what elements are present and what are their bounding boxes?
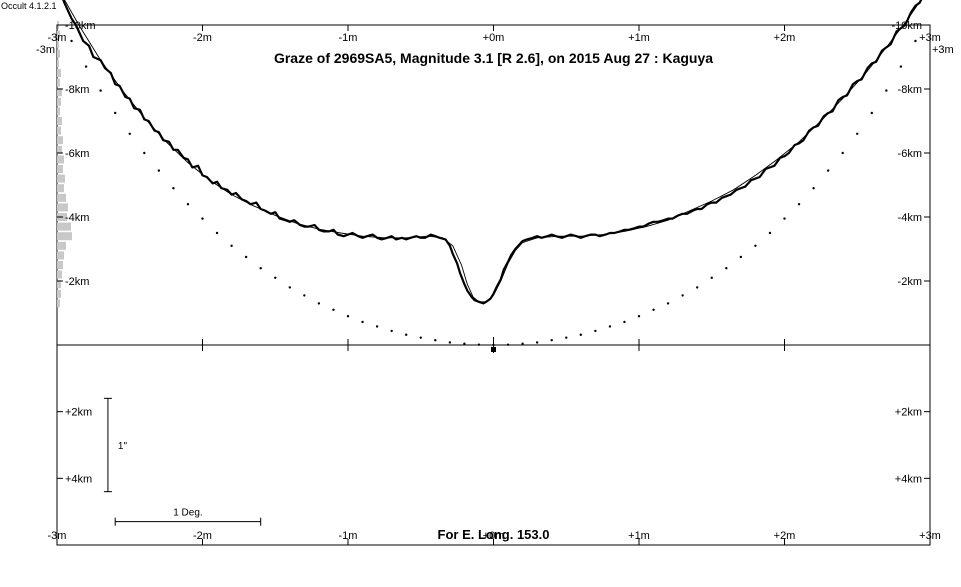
svg-text:-6km: -6km: [898, 148, 922, 160]
svg-text:-2m: -2m: [193, 32, 212, 44]
svg-text:+2km: +2km: [65, 407, 92, 419]
svg-text:-3m: -3m: [48, 530, 67, 542]
svg-text:-4km: -4km: [898, 212, 922, 224]
svg-text:-10km: -10km: [65, 20, 96, 32]
svg-text:+1m: +1m: [628, 530, 650, 542]
svg-text:For E. Long. 153.0: For E. Long. 153.0: [438, 527, 550, 542]
svg-text:+0m: +0m: [483, 32, 505, 44]
svg-text:-6km: -6km: [65, 148, 89, 160]
svg-text:-8km: -8km: [898, 84, 922, 96]
svg-text:+3m: +3m: [919, 530, 941, 542]
svg-text:+2km: +2km: [895, 407, 922, 419]
svg-text:Graze of 2969SA5, Magnitude: Graze of 2969SA5, Magnitude 3.1 [R 2.6],…: [274, 50, 713, 66]
svg-text:+4km: +4km: [895, 473, 922, 485]
graze-profile-chart: -3m-3m-2m-2m-1m-1m+0m+0m+1m+1m+2m+2m+3m+…: [0, 0, 961, 587]
svg-text:+3m: +3m: [932, 44, 954, 56]
svg-text:-2km: -2km: [898, 276, 922, 288]
svg-text:+4km: +4km: [65, 473, 92, 485]
svg-text:-8km: -8km: [65, 84, 89, 96]
svg-text:1 Deg.: 1 Deg.: [173, 508, 202, 519]
svg-text:+2m: +2m: [774, 530, 796, 542]
svg-text:+2m: +2m: [774, 32, 796, 44]
svg-text:-3m: -3m: [48, 32, 67, 44]
svg-text:-2km: -2km: [65, 276, 89, 288]
svg-text:+3m: +3m: [919, 32, 941, 44]
svg-text:-3m: -3m: [36, 44, 55, 56]
svg-text:-4km: -4km: [65, 212, 89, 224]
svg-text:-1m: -1m: [339, 530, 358, 542]
svg-text:-2m: -2m: [193, 530, 212, 542]
svg-text:+1m: +1m: [628, 32, 650, 44]
svg-text:1": 1": [118, 441, 128, 452]
svg-text:-1m: -1m: [339, 32, 358, 44]
